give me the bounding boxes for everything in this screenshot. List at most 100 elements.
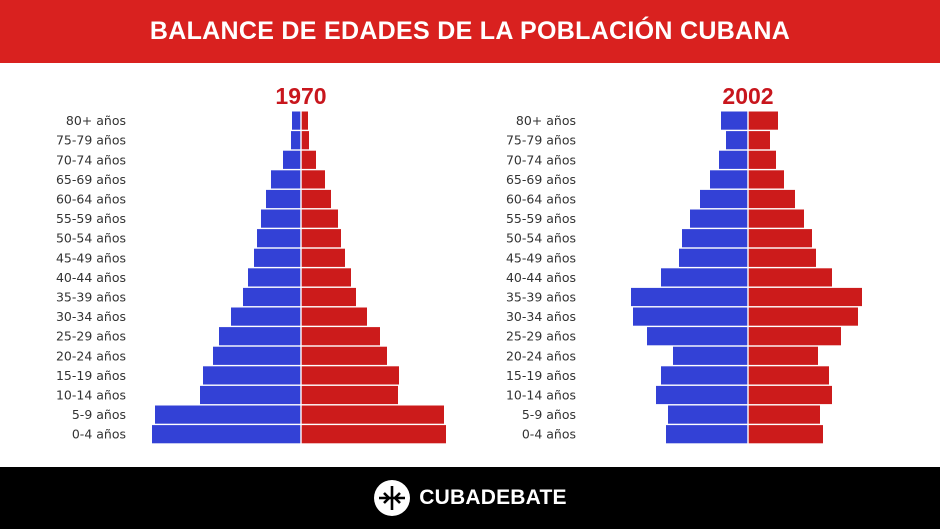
age-label: 60-64 años [56,192,126,207]
bar-right [301,425,446,444]
bar-right [748,170,784,189]
brand-name: CUBADEBATE [419,486,567,509]
bar-left [690,209,748,228]
bar-right [748,385,832,405]
age-label: 45-49 años [506,250,576,265]
bar-right [748,209,804,228]
bar-left [719,150,748,169]
bar-left [283,150,301,169]
bar-left [647,327,748,346]
age-label: 80+ años [516,113,576,128]
age-label: 70-74 años [506,152,576,167]
age-label: 20-24 años [56,348,126,363]
bar-left [203,366,301,385]
age-label: 35-39 años [56,290,126,305]
age-label: 30-34 años [56,309,126,324]
title-banner: BALANCE DE EDADES DE LA POBLACIÓN CUBANA [0,0,940,63]
age-label: 55-59 años [56,211,126,226]
chart-title: 2002 [722,83,773,109]
bar-right [748,307,858,326]
bar-right [301,327,380,346]
bar-left [292,111,301,130]
bar-right [301,268,351,287]
bar-right [301,307,367,326]
age-label: 5-9 años [522,407,576,422]
bar-right [301,366,399,385]
age-label: 80+ años [66,113,126,128]
bar-left [661,366,748,385]
bar-right [301,170,325,189]
bar-right [301,131,309,150]
bar-left [631,287,748,307]
pyramid-1970: 1970 80+ años 75-79 años 70-74 años 65-69 añ… [56,83,446,445]
age-label: 15-19 años [506,368,576,383]
age-label: 0-4 años [72,427,126,442]
bar-left [257,229,301,248]
bar-right [301,405,444,424]
age-label: 25-29 años [56,329,126,344]
bar-left [152,425,301,444]
bar-right [748,425,823,444]
age-label: 75-79 años [56,133,126,148]
bar-left [668,405,748,424]
bar-right [748,150,776,169]
bar-right [748,131,770,150]
bar-right [301,248,345,267]
age-label: 25-29 años [506,329,576,344]
bar-right [301,287,356,307]
brand[interactable]: CUBADEBATE [373,479,567,517]
bar-left [726,131,748,150]
bar-right [301,229,341,248]
population-pyramids: 1970 80+ años 75-79 años 70-74 años 65-69 añ… [56,83,862,445]
bar-right [748,229,812,248]
bar-left [291,131,301,150]
age-label: 5-9 años [72,407,126,422]
age-label: 50-54 años [506,231,576,246]
bar-right [301,385,398,405]
bar-right [748,248,816,267]
bar-right [301,209,338,228]
bar-left [682,229,748,248]
bar-left [155,405,301,424]
bar-left [700,189,748,209]
bar-left [266,189,301,209]
bar-left [213,346,301,365]
bar-left [661,268,748,287]
bar-right [748,268,832,287]
bar-left [673,346,748,365]
cubadebate-logo-icon [374,480,411,516]
bar-left [271,170,301,189]
bar-left [248,268,301,287]
age-label: 55-59 años [506,211,576,226]
pyramid-2002: 2002 80+ años 75-79 años 70-74 años 65-69 añ… [506,83,862,445]
bar-right [301,189,331,209]
age-label: 60-64 años [506,192,576,207]
bar-right [301,346,387,365]
age-label: 65-69 años [506,172,576,187]
bar-right [748,189,795,209]
bar-left [219,327,301,346]
bar-right [301,111,308,130]
footer-bar: CUBADEBATE [0,467,940,529]
age-label: 75-79 años [506,133,576,148]
bar-left [200,385,301,405]
bar-left [231,307,301,326]
age-label: 10-14 años [506,388,576,403]
bar-right [748,346,818,365]
age-label: 40-44 años [506,270,576,285]
chart-title: 1970 [275,83,326,109]
bar-left [261,209,301,228]
age-label: 40-44 años [56,270,126,285]
bar-left [666,425,748,444]
bar-left [679,248,748,267]
bar-left [243,287,301,307]
bar-right [301,150,316,169]
age-label: 35-39 años [506,290,576,305]
age-label: 65-69 años [56,172,126,187]
age-label: 30-34 años [506,309,576,324]
age-label: 20-24 años [506,348,576,363]
bar-left [721,111,748,130]
age-label: 50-54 años [56,231,126,246]
bar-right [748,327,841,346]
age-label: 45-49 años [56,250,126,265]
